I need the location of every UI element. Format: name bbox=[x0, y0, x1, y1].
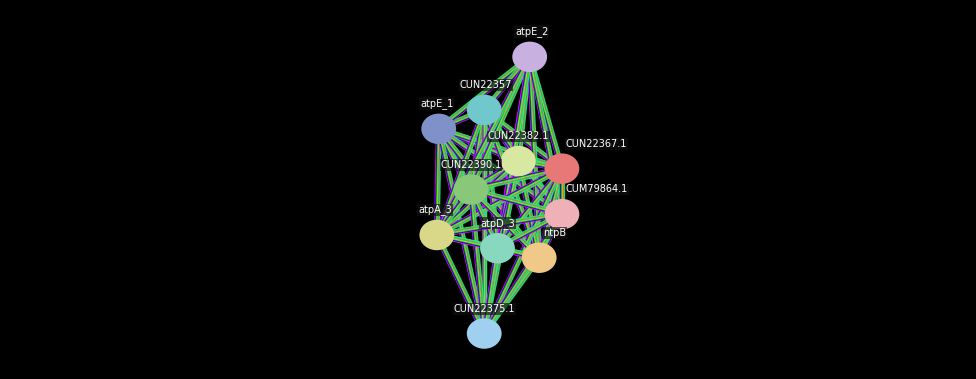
Ellipse shape bbox=[468, 319, 501, 348]
Text: ntpB: ntpB bbox=[543, 228, 566, 238]
Text: atpA_3: atpA_3 bbox=[418, 204, 452, 215]
Ellipse shape bbox=[468, 96, 501, 124]
Text: atpE_2: atpE_2 bbox=[515, 26, 549, 37]
Text: CUM79864.1: CUM79864.1 bbox=[566, 185, 628, 194]
Text: atpD_3: atpD_3 bbox=[480, 218, 515, 229]
Text: CUN22382.1: CUN22382.1 bbox=[488, 132, 549, 141]
Ellipse shape bbox=[546, 200, 579, 229]
Text: CUN22375.1: CUN22375.1 bbox=[454, 304, 515, 314]
Text: atpE_1: atpE_1 bbox=[421, 98, 454, 109]
Text: CUN22357: CUN22357 bbox=[460, 80, 512, 90]
Text: CUN22390.1: CUN22390.1 bbox=[440, 160, 502, 170]
Ellipse shape bbox=[502, 147, 535, 175]
Ellipse shape bbox=[455, 175, 487, 204]
Ellipse shape bbox=[421, 221, 454, 249]
Ellipse shape bbox=[522, 243, 555, 272]
Text: CUN22367.1: CUN22367.1 bbox=[566, 139, 627, 149]
Ellipse shape bbox=[546, 154, 579, 183]
Ellipse shape bbox=[513, 42, 547, 71]
Ellipse shape bbox=[423, 114, 455, 143]
Ellipse shape bbox=[481, 234, 514, 263]
